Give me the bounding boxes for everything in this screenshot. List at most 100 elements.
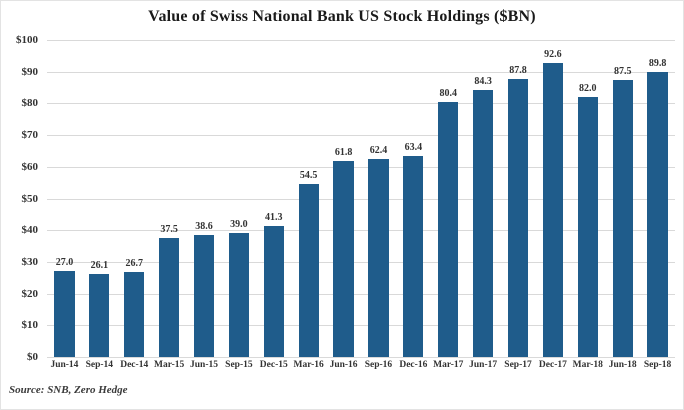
gridline [47,71,675,73]
bar-value-label: 82.0 [579,83,597,95]
chart-area: $100 $90 $80 $70 $60 $50 $40 $30 $20 $10 $0 27.0 2… [16,34,675,363]
bar-value-label: 61.8 [334,147,353,159]
bar [542,63,564,357]
bar-value-label: 62.4 [369,145,388,157]
gridline [47,293,675,295]
bar-slot: 63.4 [396,40,431,357]
bar-value-label: 63.4 [404,142,423,154]
x-tick-label: Sep-17 [504,360,532,370]
bar-slot: 37.5 [152,40,187,357]
y-tick-label: $60 [21,160,39,173]
bar [403,156,424,357]
bar-slot: 87.8 [501,40,536,357]
y-tick-label: $80 [21,97,39,110]
bar-value-label: 54.5 [299,170,318,182]
y-axis: $100 $90 $80 $70 $60 $50 $40 $30 $20 $10 $0 [1,34,43,363]
y-tick-label: $20 [21,287,39,300]
bar [438,102,459,357]
bar-slot: 54.5 [291,40,326,357]
y-tick-label: $0 [27,351,38,363]
bar-slot: 92.6 [535,40,570,357]
bar-slot: 39.0 [221,40,256,357]
x-tick-label: Sep-15 [225,360,253,370]
bar-slot: 27.0 [47,40,82,357]
gridline [47,261,675,263]
bar-slot: 80.4 [431,40,466,357]
bar-value-label: 27.0 [55,257,74,269]
x-axis-labels: Jun-14 Sep-14 Dec-14 Mar-15 Jun-15 Sep-1… [47,360,675,371]
x-tick-label: Mar-15 [153,360,185,370]
bar [54,271,75,357]
bar-value-label: 84.3 [474,75,492,87]
bar [577,97,598,357]
x-tick-label: Dec-17 [538,360,567,370]
x-tick-label: Jun-16 [329,360,358,370]
x-tick-label: Sep-14 [85,360,114,370]
bar-slot: 84.3 [466,40,501,357]
bar-slot: 41.3 [256,40,291,357]
gridline [47,135,675,137]
bars-row: 27.0 26.1 26.7 37.5 38.6 39.0 41.3 54.5 … [47,40,675,357]
x-tick-label: Dec-15 [259,360,288,370]
plot-area [47,40,675,358]
y-tick-label: $100 [16,34,38,46]
x-tick-label: Mar-16 [293,360,324,370]
bar-slot: 26.1 [82,40,117,357]
gridline [47,166,675,168]
x-tick-label: Mar-17 [433,360,464,370]
bar [612,79,633,357]
bar [473,89,494,357]
gridline [47,230,675,232]
bar-value-label: 39.0 [230,219,248,231]
bar-value-label: 87.8 [509,64,527,76]
x-tick-label: Jun-17 [469,360,498,370]
x-tick-label: Dec-16 [399,360,428,370]
bar [159,238,180,357]
bar-value-label: 92.6 [544,49,562,61]
bar [193,234,215,357]
bar-value-label: 37.5 [160,224,178,236]
chart-title: Value of Swiss National Bank US Stock Ho… [148,8,536,25]
bar [228,233,250,357]
gridline [47,40,675,41]
gridline [47,357,675,358]
bar-slot: 82.0 [570,40,605,357]
source-note: Source: SNB, Zero Hedge [9,384,128,397]
x-tick-label: Jun-14 [50,360,79,370]
bar-value-label: 80.4 [439,88,457,100]
bar-slot: 89.8 [640,40,675,357]
bar-value-label: 26.7 [125,258,143,270]
bar [507,78,529,357]
bar-slot: 61.8 [326,40,361,357]
gridline [47,103,675,105]
bar [298,184,319,357]
gridline [47,325,675,327]
x-tick-label: Dec-14 [120,360,149,370]
bar-slot: 62.4 [361,40,396,357]
x-tick-label: Sep-16 [364,360,393,370]
y-tick-label: $40 [21,224,39,237]
x-tick-label: Mar-18 [572,360,603,370]
bar-value-label: 38.6 [195,220,213,232]
bar [368,159,389,357]
bar-slot: 87.5 [605,40,640,357]
bar-slot: 26.7 [117,40,152,357]
y-tick-label: $70 [21,129,39,142]
bar-value-label: 87.5 [613,65,632,77]
bar [263,226,284,357]
y-tick-label: $30 [21,255,39,268]
bar [124,272,145,357]
x-tick-label: Jun-18 [608,360,637,370]
bar-value-label: 41.3 [265,212,283,224]
bar [89,274,110,357]
x-tick-label: Sep-18 [643,360,672,370]
bar-slot: 38.6 [187,40,222,357]
bar [333,161,354,357]
y-tick-label: $10 [21,319,39,332]
x-tick-label: Jun-15 [190,360,218,370]
gridline [47,198,675,200]
y-tick-label: $50 [21,192,39,205]
bar-value-label: 26.1 [90,260,109,272]
bar-value-label: 89.8 [648,58,667,70]
